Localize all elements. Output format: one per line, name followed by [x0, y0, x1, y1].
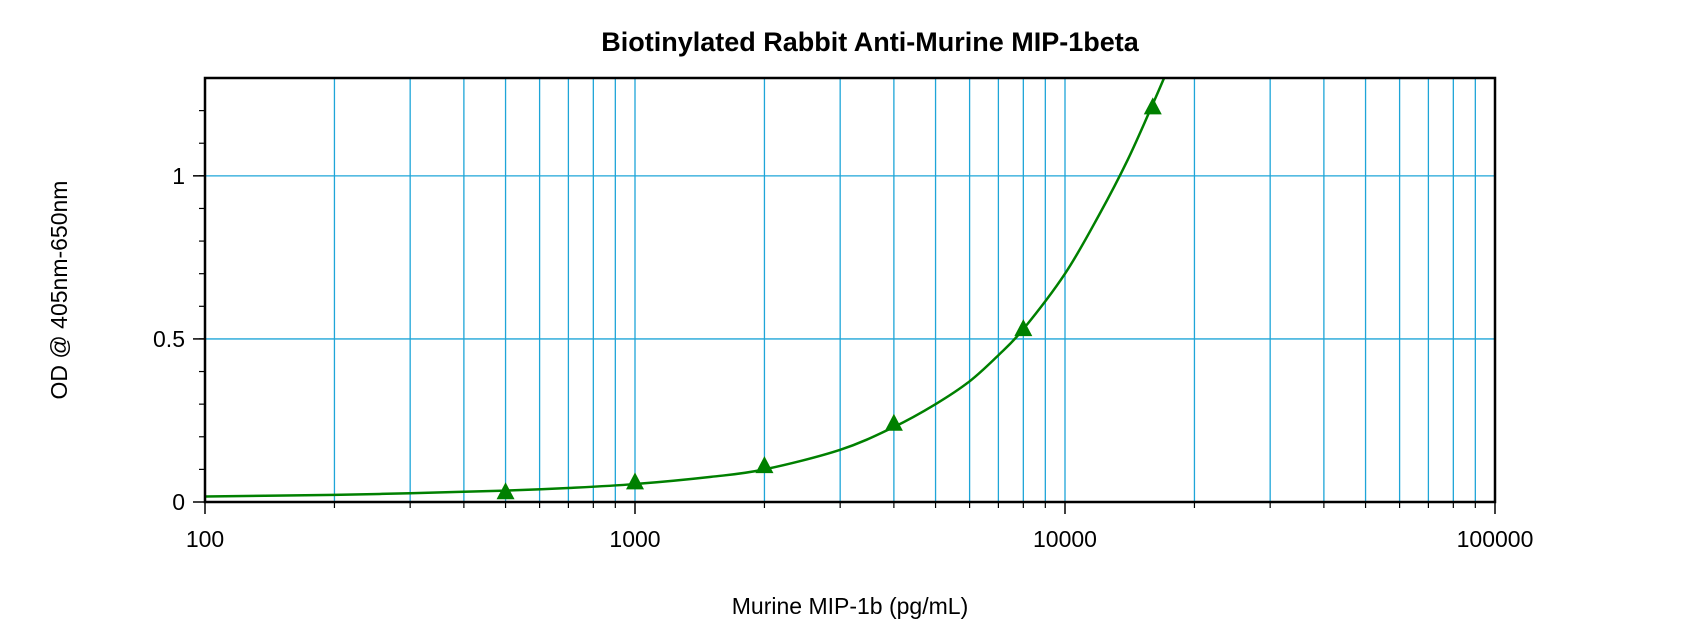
x-tick-labels: 100 1000 10000 100000	[186, 526, 1534, 552]
data-point	[884, 413, 903, 431]
y-tick-labels: 00.51	[153, 163, 185, 515]
y-tick-label: 0	[172, 489, 185, 515]
x-tick-label: 100000	[1457, 526, 1534, 552]
x-tick-label: 1000	[609, 526, 660, 552]
data-point	[1014, 319, 1033, 337]
axes	[193, 110, 1496, 514]
x-axis-label: Murine MIP-1b (pg/mL)	[732, 593, 968, 619]
data-point	[755, 456, 774, 474]
y-axis-label: OD @ 405nm-650nm	[46, 181, 72, 400]
data-points	[496, 97, 1162, 500]
fit-curve	[204, 77, 1166, 498]
grid	[205, 78, 1495, 502]
data-point	[1143, 97, 1162, 115]
plot-frame	[203, 76, 1497, 504]
x-tick-label: 10000	[1033, 526, 1097, 552]
fit-curve-layer	[204, 77, 1166, 498]
y-tick-label: 0.5	[153, 326, 185, 352]
data-point	[626, 472, 644, 490]
chart-title: Biotinylated Rabbit Anti-Murine MIP-1bet…	[601, 27, 1139, 57]
x-tick-label: 100	[186, 526, 224, 552]
data-point	[496, 482, 515, 500]
y-tick-label: 1	[172, 163, 185, 189]
